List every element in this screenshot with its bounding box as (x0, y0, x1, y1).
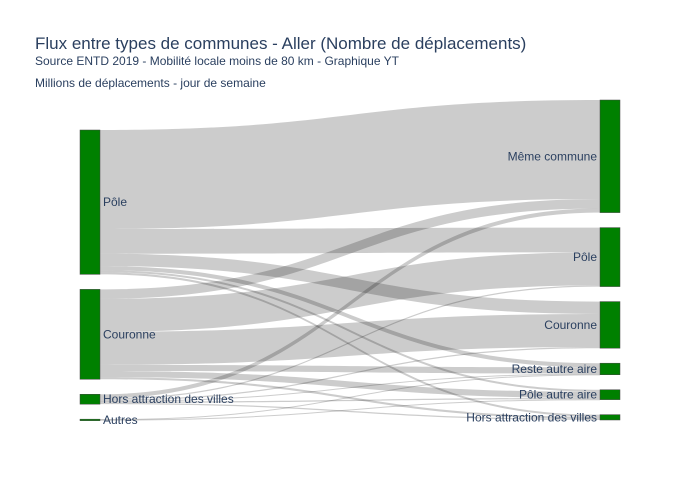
sankey-node (79, 129, 101, 275)
sankey-link (100, 313, 600, 365)
sankey-link (100, 253, 600, 314)
chart-subtitle: Source ENTD 2019 - Mobilité locale moins… (35, 54, 399, 68)
sankey-node (599, 301, 621, 349)
sankey-node (79, 394, 101, 405)
sankey-node-label: Autres (103, 413, 138, 427)
sankey-node (599, 362, 621, 375)
sankey-node-label: Couronne (103, 327, 156, 341)
sankey-link (100, 100, 600, 229)
sankey-link (100, 272, 600, 417)
sankey-link (100, 371, 600, 398)
sankey-link (100, 374, 600, 421)
sankey-node-label: Pôle (103, 195, 127, 209)
sankey-node (599, 389, 621, 400)
sankey-node-label: Pôle (573, 250, 597, 264)
sankey-node (79, 289, 101, 380)
sankey-node-label: Reste autre aire (512, 362, 598, 376)
sankey-link (100, 397, 600, 403)
sankey-node-label: Hors attraction des villes (466, 410, 597, 424)
sankey-link (100, 377, 600, 419)
sankey-link (100, 227, 600, 254)
sankey-link (100, 364, 600, 374)
sankey-links (100, 100, 600, 421)
sankey-node (79, 418, 101, 421)
sankey-link (100, 270, 600, 392)
sankey-link (100, 208, 600, 399)
sankey-node-label: Couronne (544, 318, 597, 332)
sankey-link (100, 266, 600, 368)
sankey-node (599, 227, 621, 287)
sankey-link (100, 373, 600, 402)
sankey-node-label: Hors attraction des villes (103, 392, 234, 406)
sankey-link (100, 399, 600, 421)
chart-title: Flux entre types de communes - Aller (No… (35, 34, 527, 53)
sankey-link (100, 252, 600, 332)
chart-annotation: Millions de déplacements - jour de semai… (35, 76, 266, 90)
sankey-link (100, 285, 600, 400)
sankey-labels: Pôle Couronne Hors attraction des villes Au… (103, 149, 597, 427)
sankey-link (100, 198, 600, 299)
sankey-node-label: Pôle autre aire (519, 388, 597, 402)
sankey-node (599, 414, 621, 421)
sankey-node-label: Même commune (508, 149, 598, 163)
sankey-link (100, 402, 600, 420)
sankey-node (599, 99, 621, 213)
sankey-link (100, 346, 600, 401)
sankey-nodes (79, 99, 621, 421)
